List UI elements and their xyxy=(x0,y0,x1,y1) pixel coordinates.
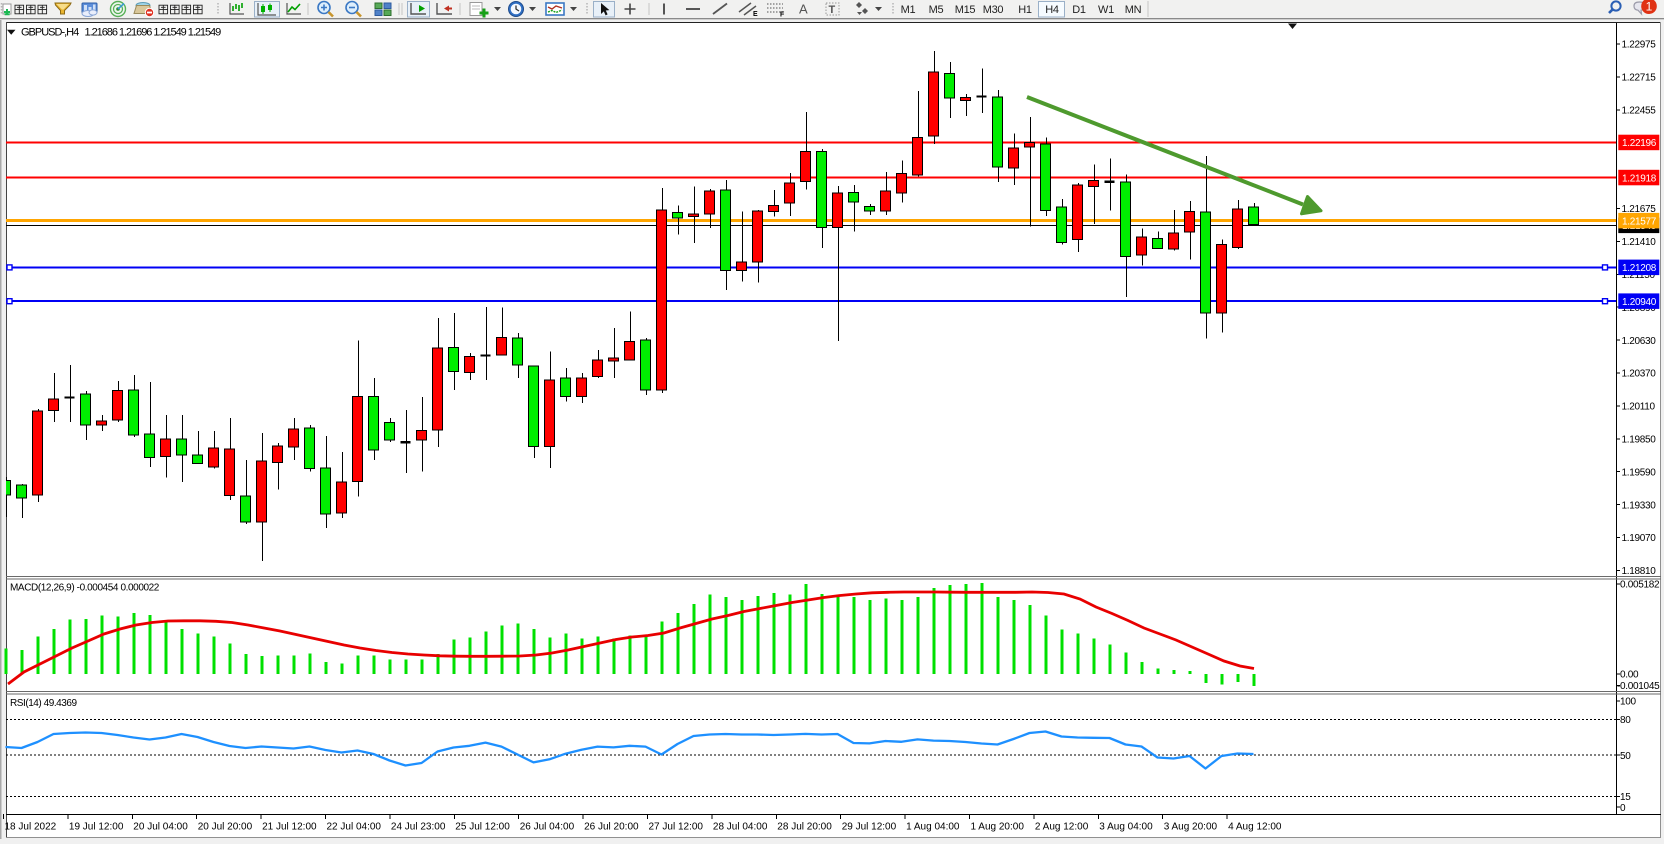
svg-text:28 Jul 04:00: 28 Jul 04:00 xyxy=(713,822,768,833)
svg-text:1.19590: 1.19590 xyxy=(1622,467,1657,478)
svg-text:M5: M5 xyxy=(929,4,944,16)
svg-text:18 Jul 2022: 18 Jul 2022 xyxy=(5,822,57,833)
svg-text:F: F xyxy=(780,12,785,19)
svg-text:3 Aug 04:00: 3 Aug 04:00 xyxy=(1099,822,1153,833)
svg-text:1.22715: 1.22715 xyxy=(1622,73,1657,84)
svg-text:GBPUSD-,H4: GBPUSD-,H4 xyxy=(21,27,79,39)
svg-text:1.21918: 1.21918 xyxy=(1622,173,1657,184)
svg-text:15: 15 xyxy=(1620,792,1631,803)
svg-text:20 Jul 20:00: 20 Jul 20:00 xyxy=(198,822,253,833)
svg-text:MACD(12,26,9) -0.000454 0.0000: MACD(12,26,9) -0.000454 0.000022 xyxy=(10,583,160,594)
svg-text:1.22455: 1.22455 xyxy=(1622,106,1657,117)
svg-text:20 Jul 04:00: 20 Jul 04:00 xyxy=(133,822,188,833)
svg-text:1.18810: 1.18810 xyxy=(1622,566,1657,577)
svg-text:28 Jul 20:00: 28 Jul 20:00 xyxy=(777,822,832,833)
svg-text:1.19070: 1.19070 xyxy=(1622,533,1657,544)
svg-text:1.20630: 1.20630 xyxy=(1622,336,1657,347)
svg-text:H4: H4 xyxy=(1045,4,1059,16)
svg-text:50: 50 xyxy=(1620,751,1631,762)
svg-text:1.21577: 1.21577 xyxy=(1622,216,1657,227)
svg-text:1.21686 1.21696 1.21549 1.2154: 1.21686 1.21696 1.21549 1.21549 xyxy=(85,27,222,39)
svg-text:19 Jul 12:00: 19 Jul 12:00 xyxy=(69,822,124,833)
svg-text:1.20940: 1.20940 xyxy=(1622,297,1657,308)
svg-text:80: 80 xyxy=(1620,715,1631,726)
svg-text:H1: H1 xyxy=(1018,4,1032,16)
svg-text:1.21208: 1.21208 xyxy=(1622,263,1657,274)
svg-text:1.21675: 1.21675 xyxy=(1622,204,1657,215)
svg-text:1: 1 xyxy=(1646,0,1653,14)
svg-text:0.00: 0.00 xyxy=(1620,670,1639,681)
svg-text:MN: MN xyxy=(1125,4,1142,16)
svg-text:1.21150: 1.21150 xyxy=(1622,270,1656,281)
svg-text:22 Jul 04:00: 22 Jul 04:00 xyxy=(327,822,382,833)
svg-text:29 Jul 12:00: 29 Jul 12:00 xyxy=(842,822,897,833)
svg-text:1.20370: 1.20370 xyxy=(1622,369,1657,380)
svg-text:1.20110: 1.20110 xyxy=(1622,402,1656,413)
svg-text:0.005182: 0.005182 xyxy=(1620,580,1660,591)
svg-text:D1: D1 xyxy=(1072,4,1086,16)
svg-text:1 Aug 04:00: 1 Aug 04:00 xyxy=(906,822,960,833)
svg-text:24 Jul 23:00: 24 Jul 23:00 xyxy=(391,822,446,833)
svg-text:26 Jul 04:00: 26 Jul 04:00 xyxy=(520,822,575,833)
svg-text:T: T xyxy=(829,4,836,16)
svg-text:M30: M30 xyxy=(983,4,1004,16)
svg-text:27 Jul 12:00: 27 Jul 12:00 xyxy=(649,822,704,833)
svg-text:-0.001045: -0.001045 xyxy=(1617,681,1660,692)
svg-text:1 Aug 20:00: 1 Aug 20:00 xyxy=(971,822,1025,833)
svg-text:4 Aug 12:00: 4 Aug 12:00 xyxy=(1228,822,1282,833)
svg-text:1.19330: 1.19330 xyxy=(1622,500,1657,511)
svg-text:1.19850: 1.19850 xyxy=(1622,435,1657,446)
svg-text:M15: M15 xyxy=(955,4,976,16)
svg-text:W1: W1 xyxy=(1098,4,1114,16)
svg-text:1.21410: 1.21410 xyxy=(1622,237,1657,248)
svg-text:A: A xyxy=(799,2,808,17)
svg-text:25 Jul 12:00: 25 Jul 12:00 xyxy=(455,822,510,833)
svg-text:3 Aug 20:00: 3 Aug 20:00 xyxy=(1164,822,1218,833)
svg-text:1.22196: 1.22196 xyxy=(1622,138,1657,149)
svg-text:E: E xyxy=(753,11,758,18)
svg-text:M1: M1 xyxy=(901,4,916,16)
svg-text:100: 100 xyxy=(1620,697,1637,708)
svg-text:0: 0 xyxy=(1620,803,1626,814)
svg-text:2 Aug 12:00: 2 Aug 12:00 xyxy=(1035,822,1089,833)
svg-text:21 Jul 12:00: 21 Jul 12:00 xyxy=(262,822,317,833)
svg-text:RSI(14) 49.4369: RSI(14) 49.4369 xyxy=(10,698,78,709)
svg-text:1.22975: 1.22975 xyxy=(1622,40,1657,51)
svg-text:26 Jul 20:00: 26 Jul 20:00 xyxy=(584,822,639,833)
